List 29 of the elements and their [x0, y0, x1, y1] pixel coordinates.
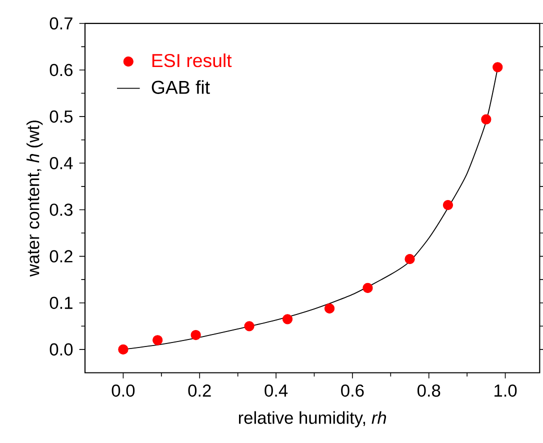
- point: [362, 282, 373, 294]
- point: [442, 200, 454, 210]
- y-tick-label: 0.6: [50, 64, 73, 76]
- y-tick-label: 0.2: [50, 250, 72, 262]
- point: [190, 330, 201, 340]
- y-tick-label: 0.1: [50, 296, 72, 310]
- point: [244, 321, 254, 332]
- point: [324, 303, 335, 314]
- legend-label: ESI result: [152, 53, 232, 68]
- y-tick-label: 0.7: [50, 17, 72, 30]
- point: [282, 314, 293, 324]
- x-tick-label: 0.4: [264, 384, 288, 397]
- point: [492, 62, 503, 72]
- point: [404, 254, 415, 264]
- point: [152, 335, 163, 346]
- legend-label: GAB fit: [152, 80, 210, 94]
- x-tick-label: 0.2: [188, 384, 211, 397]
- point: [118, 344, 128, 355]
- point: [481, 114, 492, 124]
- x-axis-title: relative humidity, rh: [238, 411, 386, 428]
- x-tick-label: 0.6: [341, 384, 364, 397]
- x-tick-label: 0.8: [417, 384, 440, 397]
- y-tick-label: 0.3: [50, 204, 73, 216]
- y-tick-label: 0.4: [50, 157, 73, 170]
- x-tick-label: 1.0: [494, 384, 517, 397]
- y-tick-label: 0.0: [50, 343, 73, 356]
- y-tick-label: 0.5: [50, 110, 73, 123]
- x-tick-label: 0.0: [112, 384, 135, 397]
- y-axis-title: water content, h (wt): [26, 120, 43, 277]
